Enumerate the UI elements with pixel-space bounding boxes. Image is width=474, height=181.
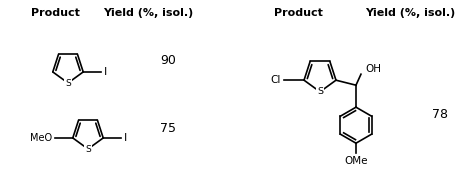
Text: I: I bbox=[124, 133, 128, 143]
Text: 90: 90 bbox=[160, 54, 176, 66]
Text: S: S bbox=[85, 144, 91, 153]
Text: 78: 78 bbox=[432, 108, 448, 121]
Text: Yield (%, isol.): Yield (%, isol.) bbox=[103, 8, 193, 18]
Text: S: S bbox=[317, 87, 323, 96]
Text: OMe: OMe bbox=[344, 156, 368, 166]
Text: S: S bbox=[65, 79, 71, 87]
Text: OH: OH bbox=[365, 64, 381, 74]
Text: Product: Product bbox=[273, 8, 322, 18]
Text: Cl: Cl bbox=[271, 75, 281, 85]
Text: 75: 75 bbox=[160, 121, 176, 134]
Text: I: I bbox=[104, 67, 108, 77]
Text: Yield (%, isol.): Yield (%, isol.) bbox=[365, 8, 455, 18]
Text: MeO: MeO bbox=[30, 133, 52, 143]
Text: Product: Product bbox=[30, 8, 80, 18]
